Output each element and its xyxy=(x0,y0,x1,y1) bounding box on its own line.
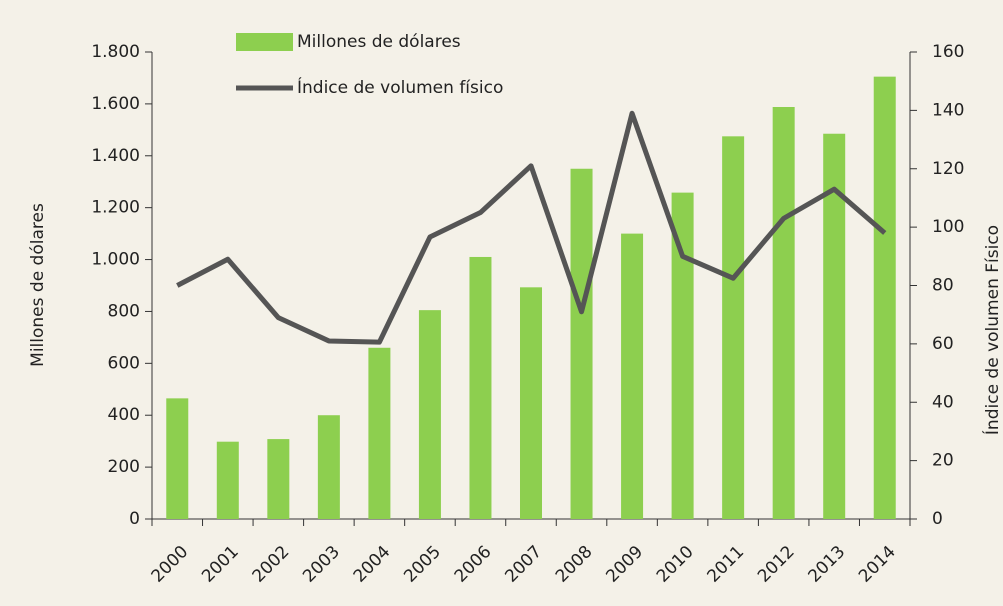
y-tick-label: 600 xyxy=(108,353,140,373)
bar xyxy=(520,287,542,519)
y-tick-label: 1.000 xyxy=(91,250,140,270)
legend-label: Índice de volumen físico xyxy=(297,76,503,98)
y2-tick-label: 160 xyxy=(932,42,964,62)
y-tick-label: 400 xyxy=(108,405,140,425)
y2-tick-label: 140 xyxy=(932,100,964,120)
bar xyxy=(317,415,340,519)
y2-tick-label: 60 xyxy=(932,334,954,354)
bar xyxy=(267,439,290,519)
y-axis-label: Millones de dólares xyxy=(28,203,48,367)
y-tick-label: 0 xyxy=(129,509,140,529)
bar xyxy=(469,256,492,519)
y2-tick-label: 0 xyxy=(932,509,943,529)
bar xyxy=(621,233,644,519)
bar xyxy=(823,133,846,519)
y-tick-label: 1.800 xyxy=(91,42,140,62)
bar xyxy=(418,310,441,519)
line xyxy=(176,110,887,345)
bar xyxy=(873,76,896,520)
bar xyxy=(216,441,239,519)
y-tick-label: 800 xyxy=(108,301,140,321)
y2-tick-label: 120 xyxy=(932,159,964,179)
bar xyxy=(570,168,593,519)
y2-tick-label: 20 xyxy=(932,451,954,471)
y2-tick-label: 80 xyxy=(932,276,954,296)
y-tick-label: 1.600 xyxy=(91,94,140,114)
y-tick-label: 1.400 xyxy=(91,146,140,166)
bar xyxy=(368,347,391,519)
legend-label: Millones de dólares xyxy=(297,32,461,52)
y-tick-label: 1.200 xyxy=(91,198,140,218)
bar xyxy=(671,192,694,519)
y2-tick-label: 40 xyxy=(932,392,954,412)
bar xyxy=(722,136,745,519)
y-tick-label: 200 xyxy=(108,457,140,477)
y2-tick-label: 100 xyxy=(932,217,964,237)
y2-axis-label: Índice de volumen Físico xyxy=(981,225,1003,435)
legend-swatch xyxy=(236,33,293,51)
bar xyxy=(772,107,795,519)
bar xyxy=(166,398,189,519)
